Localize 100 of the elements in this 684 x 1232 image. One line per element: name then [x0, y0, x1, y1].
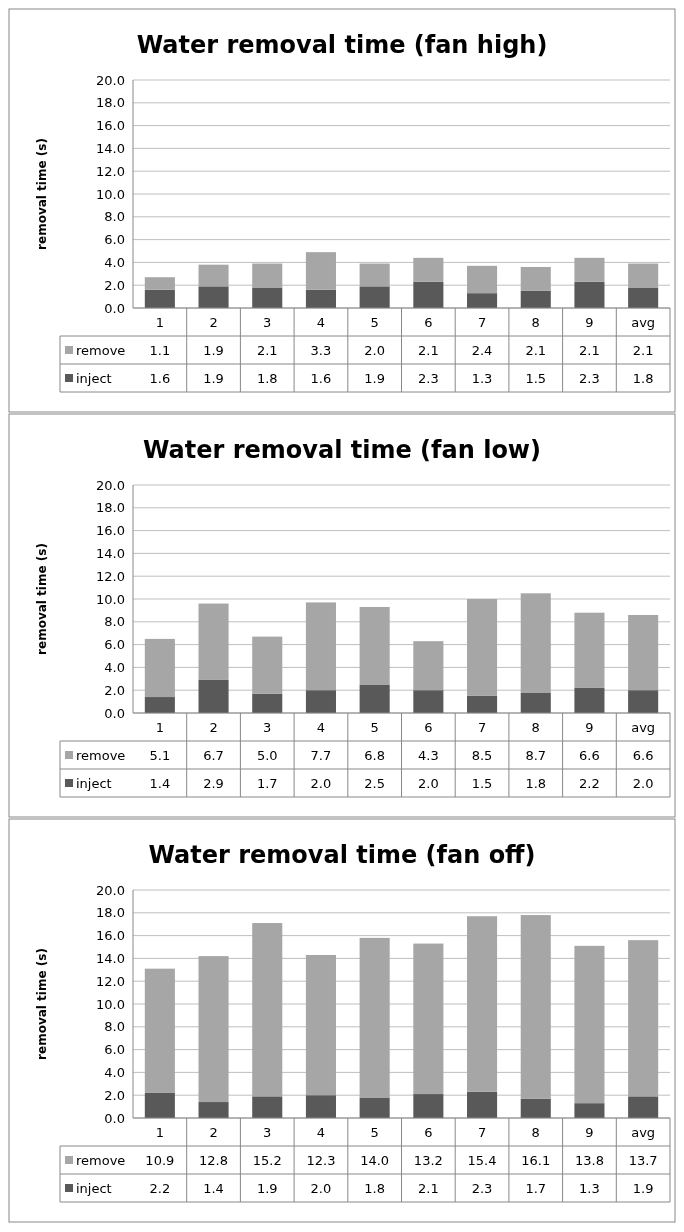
- data-label: 1.9: [203, 342, 224, 358]
- bar: [467, 265, 498, 294]
- chart-title: Water removal time (fan off): [148, 841, 536, 869]
- data-label: 2.9: [203, 775, 224, 791]
- bar: [467, 695, 498, 713]
- legend-label: inject: [76, 775, 112, 791]
- data-label: 1.8: [632, 370, 654, 386]
- data-label: 2.3: [579, 370, 600, 386]
- x-tick-label: 4: [316, 719, 326, 735]
- x-tick-label: 5: [370, 314, 379, 330]
- legend-label: inject: [76, 370, 112, 386]
- data-label: 1.5: [525, 370, 547, 386]
- y-tick-label: 16.0: [96, 523, 125, 539]
- legend-label: remove: [76, 747, 126, 763]
- y-tick-label: 20.0: [96, 72, 125, 88]
- data-label: 1.8: [525, 775, 547, 791]
- y-tick-label: 12.0: [96, 163, 125, 179]
- x-tick-label: 2: [209, 1124, 218, 1140]
- data-label: 2.3: [471, 1180, 493, 1196]
- bar: [628, 690, 659, 713]
- data-label: 1.6: [149, 370, 171, 386]
- y-tick-label: 18.0: [96, 95, 125, 111]
- data-label: 2.3: [418, 370, 439, 386]
- bar: [252, 1096, 283, 1118]
- y-tick-label: 10.0: [96, 186, 125, 202]
- bar: [359, 937, 390, 1098]
- data-label: 2.1: [525, 342, 547, 358]
- y-tick-label: 8.0: [104, 614, 125, 630]
- data-label: 8.7: [525, 747, 547, 763]
- y-tick-label: 18.0: [96, 500, 125, 516]
- y-tick-label: 20.0: [96, 477, 125, 493]
- bar: [467, 293, 498, 308]
- data-label: 1.7: [525, 1180, 547, 1196]
- bar: [252, 263, 283, 288]
- y-tick-label: 14.0: [96, 545, 125, 561]
- x-tick-label: 6: [424, 719, 433, 735]
- bar: [574, 945, 605, 1104]
- data-label: 13.8: [574, 1152, 604, 1168]
- bar: [359, 1097, 390, 1118]
- y-tick-label: 2.0: [104, 277, 125, 293]
- data-label: 2.0: [310, 775, 332, 791]
- x-tick-label: 3: [263, 314, 272, 330]
- data-label: 2.4: [471, 342, 493, 358]
- bar: [520, 290, 551, 308]
- bar: [413, 281, 444, 308]
- x-tick-label: avg: [631, 1124, 656, 1140]
- data-label: 6.6: [579, 747, 600, 763]
- bar: [413, 1094, 444, 1118]
- x-tick-label: 1: [155, 1124, 164, 1140]
- bar: [198, 679, 229, 713]
- data-label: 6.8: [364, 747, 385, 763]
- data-label: 2.1: [632, 342, 654, 358]
- x-tick-label: 1: [155, 314, 164, 330]
- data-label: 13.2: [413, 1152, 443, 1168]
- data-label: 12.8: [199, 1152, 229, 1168]
- y-tick-label: 0.0: [104, 705, 125, 721]
- bar: [628, 614, 659, 691]
- x-tick-label: 6: [424, 1124, 433, 1140]
- bar: [198, 603, 229, 680]
- data-label: 2.2: [149, 1180, 171, 1196]
- y-tick-label: 18.0: [96, 905, 125, 921]
- bar: [305, 954, 336, 1096]
- data-label: 2.2: [579, 775, 600, 791]
- bar: [198, 956, 229, 1103]
- data-label: 1.9: [364, 370, 385, 386]
- data-label: 1.9: [632, 1180, 654, 1196]
- data-label: 2.1: [579, 342, 600, 358]
- x-tick-label: 9: [585, 719, 594, 735]
- bar: [144, 277, 175, 290]
- data-label: 2.1: [418, 342, 439, 358]
- bar: [520, 593, 551, 693]
- data-label: 7.7: [310, 747, 332, 763]
- bar: [144, 638, 175, 698]
- data-label: 1.3: [579, 1180, 600, 1196]
- data-label: 2.0: [632, 775, 654, 791]
- y-tick-label: 16.0: [96, 928, 125, 944]
- bar: [305, 602, 336, 691]
- bar: [413, 943, 444, 1095]
- data-label: 6.7: [203, 747, 224, 763]
- data-label: 1.4: [149, 775, 171, 791]
- data-label: 1.7: [256, 775, 278, 791]
- data-label: 1.8: [256, 370, 278, 386]
- x-tick-label: 2: [209, 719, 218, 735]
- data-label: 8.5: [471, 747, 493, 763]
- y-tick-label: 20.0: [96, 882, 125, 898]
- data-label: 5.1: [149, 747, 171, 763]
- y-axis-title: removal time (s): [35, 543, 49, 655]
- x-tick-label: 6: [424, 314, 433, 330]
- y-tick-label: 0.0: [104, 300, 125, 316]
- bar: [305, 289, 336, 308]
- bar: [628, 287, 659, 308]
- y-tick-label: 16.0: [96, 118, 125, 134]
- x-tick-label: 4: [316, 314, 326, 330]
- bar: [520, 1098, 551, 1118]
- data-label: 1.9: [256, 1180, 278, 1196]
- data-label: 2.0: [364, 342, 385, 358]
- y-tick-label: 8.0: [104, 209, 125, 225]
- bar: [198, 264, 229, 287]
- bar: [144, 968, 175, 1093]
- y-tick-label: 4.0: [104, 1064, 125, 1080]
